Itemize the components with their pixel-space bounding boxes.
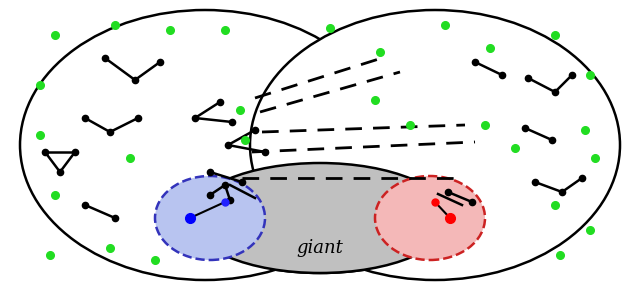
Ellipse shape xyxy=(250,10,620,280)
Ellipse shape xyxy=(20,10,390,280)
Text: giant: giant xyxy=(296,239,344,257)
Ellipse shape xyxy=(190,163,450,273)
Ellipse shape xyxy=(155,176,265,260)
Ellipse shape xyxy=(375,176,485,260)
Ellipse shape xyxy=(190,163,450,273)
